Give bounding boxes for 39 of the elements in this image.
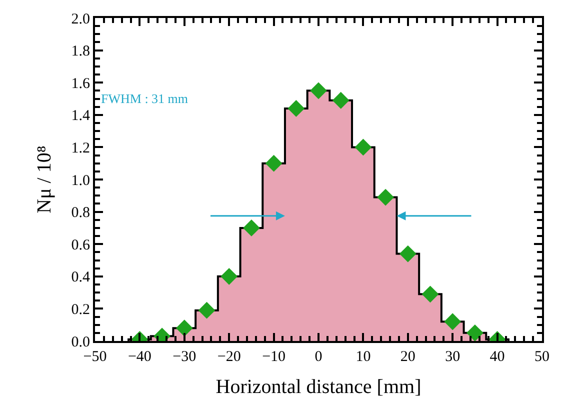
point xyxy=(265,154,282,172)
x-tick-label: 30 xyxy=(445,349,460,365)
y-tick-label: 2.0 xyxy=(71,11,90,28)
x-axis-title: Horizontal distance [mm] xyxy=(216,376,422,398)
point xyxy=(310,82,327,100)
y-tick-label: 1.0 xyxy=(71,172,90,189)
y-tick-label: 1.8 xyxy=(71,44,90,60)
x-tick-label: −20 xyxy=(217,349,241,365)
x-tick-label: −10 xyxy=(262,349,286,365)
x-tick-label: 20 xyxy=(400,349,416,365)
x-tick-label: −30 xyxy=(172,349,196,365)
y-tick-label: 1.4 xyxy=(71,108,90,124)
point xyxy=(377,188,394,206)
y-tick-label: 0.0 xyxy=(71,334,90,350)
y-axis-title: Nμ / 10⁸ xyxy=(33,146,56,214)
x-tick-label: −50 xyxy=(83,349,107,365)
y-tick-label: 0.8 xyxy=(71,205,90,222)
x-tick-label: 0 xyxy=(314,349,322,365)
y-tick-label: 1.2 xyxy=(71,140,90,156)
x-tick-label: 40 xyxy=(490,349,505,365)
point xyxy=(198,302,216,319)
point xyxy=(288,100,305,117)
x-tick-label: 50 xyxy=(534,349,550,365)
point xyxy=(220,268,238,285)
point xyxy=(422,286,439,303)
y-tick-label: 1.6 xyxy=(71,76,90,92)
point xyxy=(399,245,416,262)
x-tick-label: 10 xyxy=(356,349,371,365)
point xyxy=(466,324,484,341)
point xyxy=(243,220,260,236)
point xyxy=(354,138,372,156)
point xyxy=(176,320,193,337)
point xyxy=(444,313,462,330)
point xyxy=(332,92,350,109)
annotation: FWHM : 31 mm xyxy=(101,91,188,106)
y-tick-label: 0.2 xyxy=(71,302,90,318)
y-tick-label: 0.6 xyxy=(71,237,90,254)
x-tick-label: −40 xyxy=(128,349,152,365)
y-tick-label: 0.4 xyxy=(71,270,90,286)
